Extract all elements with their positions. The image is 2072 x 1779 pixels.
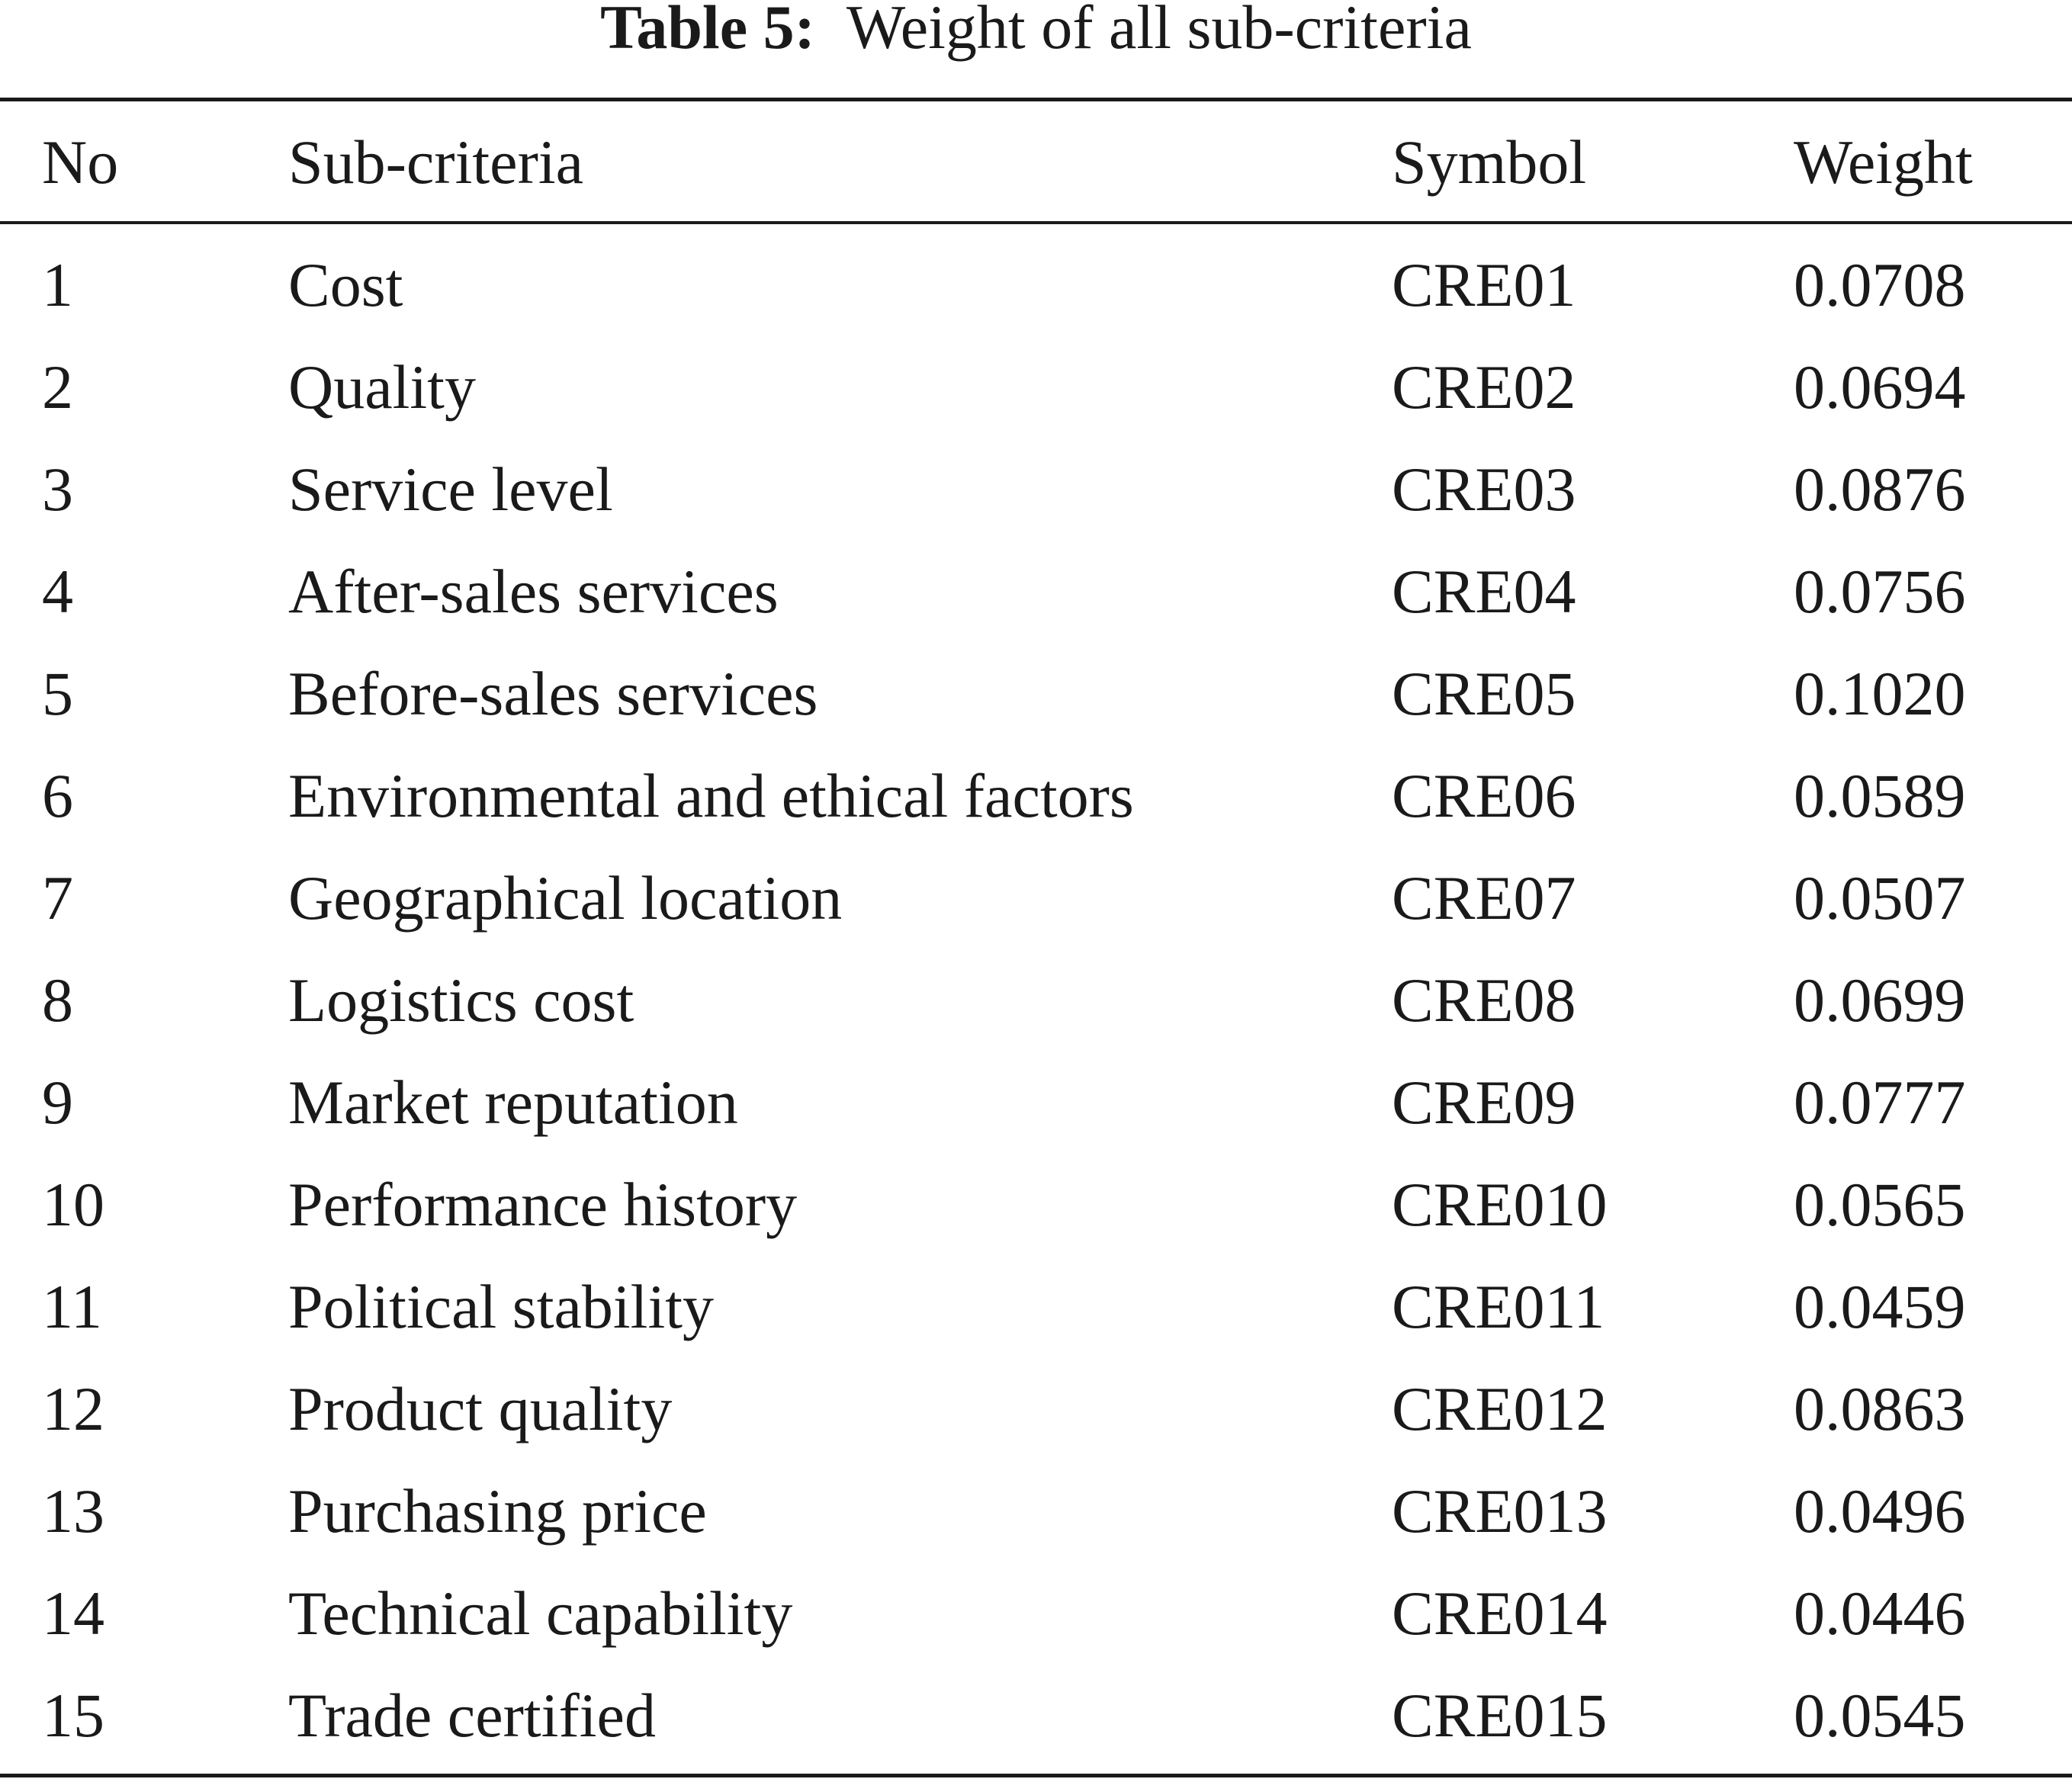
cell-no: 7 [42, 863, 73, 933]
table-row: 15 Trade certified CRE015 0.0545 [0, 1665, 2072, 1767]
cell-symbol: CRE012 [1392, 1374, 1608, 1443]
cell-weight: 0.0708 [1794, 250, 1966, 320]
cell-sub-criteria: After-sales services [288, 557, 779, 626]
cell-no: 13 [42, 1476, 104, 1546]
cell-symbol: CRE08 [1392, 965, 1576, 1035]
cell-weight: 0.0694 [1794, 352, 1966, 422]
header-symbol: Symbol [1392, 127, 1587, 197]
cell-symbol: CRE01 [1392, 250, 1576, 320]
cell-sub-criteria: Technical capability [288, 1578, 793, 1648]
cell-symbol: CRE07 [1392, 863, 1576, 933]
cell-sub-criteria: Trade certified [288, 1681, 656, 1750]
table-row: 10 Performance history CRE010 0.0565 [0, 1154, 2072, 1256]
cell-no: 1 [42, 250, 73, 320]
cell-no: 6 [42, 761, 73, 830]
table-row: 14 Technical capability CRE014 0.0446 [0, 1562, 2072, 1665]
cell-weight: 0.0507 [1794, 863, 1966, 933]
table-header-row: No Sub-criteria Symbol Weight [0, 111, 2072, 214]
cell-symbol: CRE06 [1392, 761, 1576, 830]
table-row: 4 After-sales services CRE04 0.0756 [0, 541, 2072, 643]
cell-symbol: CRE04 [1392, 557, 1576, 626]
cell-no: 11 [42, 1272, 102, 1341]
cell-symbol: CRE014 [1392, 1578, 1608, 1648]
cell-symbol: CRE02 [1392, 352, 1576, 422]
cell-symbol: CRE09 [1392, 1068, 1576, 1137]
cell-sub-criteria: Cost [288, 250, 403, 320]
cell-no: 2 [42, 352, 73, 422]
cell-no: 15 [42, 1681, 104, 1750]
table-row: 2 Quality CRE02 0.0694 [0, 336, 2072, 438]
cell-no: 8 [42, 965, 73, 1035]
cell-weight: 0.0699 [1794, 965, 1966, 1035]
caption-title: Weight of all sub-criteria [846, 0, 1472, 62]
cell-sub-criteria: Service level [288, 454, 613, 524]
cell-symbol: CRE015 [1392, 1681, 1608, 1750]
cell-sub-criteria: Quality [288, 352, 476, 422]
cell-weight: 0.0565 [1794, 1170, 1966, 1239]
cell-sub-criteria: Market reputation [288, 1068, 738, 1137]
cell-symbol: CRE010 [1392, 1170, 1608, 1239]
table-caption: Table 5: Weight of all sub-criteria [0, 0, 2072, 61]
cell-sub-criteria: Logistics cost [288, 965, 634, 1035]
cell-no: 12 [42, 1374, 104, 1443]
table-row: 8 Logistics cost CRE08 0.0699 [0, 949, 2072, 1052]
table-row: 12 Product quality CRE012 0.0863 [0, 1358, 2072, 1460]
cell-weight: 0.0589 [1794, 761, 1966, 830]
table-row: 1 Cost CRE01 0.0708 [0, 234, 2072, 336]
cell-no: 3 [42, 454, 73, 524]
cell-sub-criteria: Political stability [288, 1272, 715, 1341]
cell-no: 10 [42, 1170, 104, 1239]
cell-sub-criteria: Environmental and ethical factors [288, 761, 1134, 830]
cell-weight: 0.0756 [1794, 557, 1966, 626]
cell-no: 4 [42, 557, 73, 626]
cell-weight: 0.0876 [1794, 454, 1966, 524]
cell-sub-criteria: Before-sales services [288, 659, 818, 728]
cell-weight: 0.0459 [1794, 1272, 1966, 1341]
cell-symbol: CRE05 [1392, 659, 1576, 728]
table-row: 13 Purchasing price CRE013 0.0496 [0, 1460, 2072, 1562]
cell-weight: 0.0496 [1794, 1476, 1966, 1546]
cell-weight: 0.1020 [1794, 659, 1966, 728]
cell-sub-criteria: Purchasing price [288, 1476, 707, 1546]
cell-sub-criteria: Product quality [288, 1374, 673, 1443]
cell-weight: 0.0545 [1794, 1681, 1966, 1750]
caption-label: Table 5: [600, 0, 815, 62]
cell-symbol: CRE03 [1392, 454, 1576, 524]
cell-weight: 0.0446 [1794, 1578, 1966, 1648]
cell-symbol: CRE011 [1392, 1272, 1605, 1341]
cell-no: 5 [42, 659, 73, 728]
bottom-rule [0, 1774, 2072, 1777]
cell-no: 14 [42, 1578, 104, 1648]
top-rule [0, 98, 2072, 101]
cell-weight: 0.0863 [1794, 1374, 1966, 1443]
cell-weight: 0.0777 [1794, 1068, 1966, 1137]
cell-symbol: CRE013 [1392, 1476, 1608, 1546]
table-row: 7 Geographical location CRE07 0.0507 [0, 847, 2072, 949]
table-row: 11 Political stability CRE011 0.0459 [0, 1256, 2072, 1358]
header-sub-criteria: Sub-criteria [288, 127, 584, 197]
header-no: No [42, 127, 119, 197]
cell-no: 9 [42, 1068, 73, 1137]
cell-sub-criteria: Performance history [288, 1170, 798, 1239]
header-weight: Weight [1794, 127, 1973, 197]
cell-sub-criteria: Geographical location [288, 863, 843, 933]
table-row: 3 Service level CRE03 0.0876 [0, 438, 2072, 541]
table-row: 6 Environmental and ethical factors CRE0… [0, 745, 2072, 847]
table-row: 5 Before-sales services CRE05 0.1020 [0, 643, 2072, 745]
header-rule [0, 221, 2072, 224]
table-row: 9 Market reputation CRE09 0.0777 [0, 1052, 2072, 1154]
